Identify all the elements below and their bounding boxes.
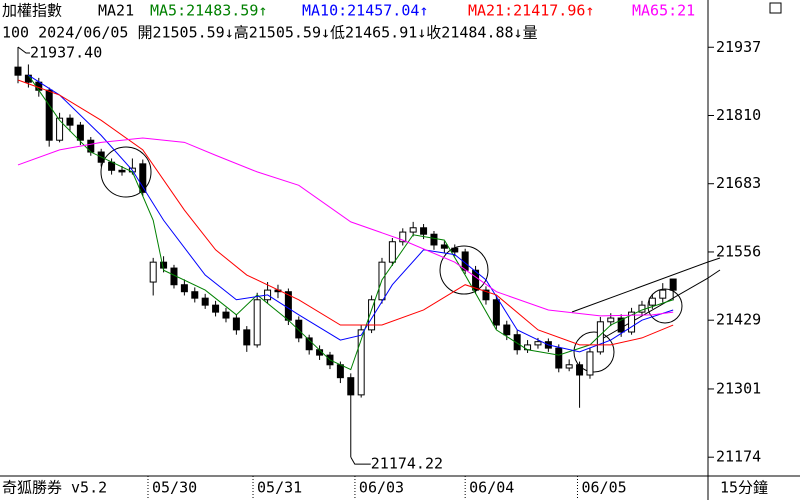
candle-body: [607, 317, 615, 323]
candle-body: [180, 284, 188, 293]
x-tick-label: 05/31: [257, 479, 302, 497]
candle-body: [45, 89, 53, 141]
candle-body: [409, 227, 417, 233]
annotation: 21174.22: [371, 455, 443, 473]
candle-body: [191, 291, 199, 299]
ma-line: [17, 137, 674, 317]
candle-body: [222, 311, 230, 319]
period: 15分鐘: [720, 479, 768, 497]
candle-body: [430, 233, 438, 246]
candle-body: [357, 329, 365, 396]
highlight-circle: [439, 245, 489, 295]
highlight-circle: [573, 331, 615, 373]
candle-body: [160, 261, 168, 269]
candle-body: [669, 278, 677, 291]
candle-body: [472, 269, 480, 291]
y-tick-label: 21556: [716, 242, 761, 260]
candle-body: [440, 244, 448, 249]
candle-body: [565, 364, 573, 369]
y-tick-label: 21429: [716, 311, 761, 329]
plot: [14, 47, 677, 458]
candle-body: [648, 297, 656, 306]
candle-body: [14, 66, 22, 76]
trend-line: [571, 261, 708, 313]
candle-body: [388, 241, 396, 263]
annotation-leader: [17, 46, 30, 54]
candle-body: [586, 351, 594, 376]
candle-body: [596, 321, 604, 353]
y-tick-label: 21174: [716, 448, 761, 466]
trend-line: [707, 257, 721, 263]
y-tick-label: 21683: [716, 174, 761, 192]
trend-line: [707, 269, 721, 279]
candle-body: [347, 377, 355, 396]
y-tick-label: 21301: [716, 379, 761, 397]
candle-body: [253, 299, 261, 346]
indicator-name: MA21: [98, 2, 134, 20]
annotation: 21937.40: [30, 44, 102, 62]
candle-body: [534, 341, 542, 346]
candle-body: [659, 289, 667, 299]
candle-body: [118, 169, 126, 173]
candle-body: [56, 117, 64, 141]
y-tick-label: 21810: [716, 106, 761, 124]
candle-body: [336, 364, 344, 379]
candle-body: [149, 261, 157, 283]
ma-label: MA65:21: [632, 2, 695, 20]
candle-body: [513, 334, 521, 351]
highlight-circle: [100, 146, 152, 198]
ma-label: MA21:21417.96↑: [468, 2, 594, 20]
candle-body: [628, 311, 636, 333]
candle-body: [420, 227, 428, 235]
candle-body: [617, 317, 625, 333]
candle-body: [576, 364, 584, 376]
candle-body: [368, 299, 376, 331]
y-tick-label: 21937: [716, 38, 761, 56]
candle-body: [492, 299, 500, 326]
candle-body: [555, 347, 563, 369]
candle-body: [212, 304, 220, 313]
candle-body: [482, 289, 490, 301]
candle-body: [201, 297, 209, 306]
candle-body: [503, 324, 511, 336]
candle-body: [305, 337, 313, 351]
window-icon[interactable]: [769, 2, 782, 14]
ma-label: MA10:21457.04↑: [302, 2, 428, 20]
annotation-leader: [350, 456, 371, 465]
index-name: 加權指數: [2, 2, 62, 20]
candle-body: [139, 163, 147, 193]
ma-line: [28, 74, 674, 353]
bar-info: 100 2024/06/05 開21505.59↓高21505.59↓低2146…: [2, 24, 538, 42]
candle-body: [243, 329, 251, 346]
candle-body: [232, 317, 240, 331]
candle-body: [524, 344, 532, 351]
candle-body: [76, 124, 84, 141]
candle-body: [295, 319, 303, 339]
x-tick-label: 06/03: [359, 479, 404, 497]
x-tick-label: 05/30: [152, 479, 197, 497]
ma-line: [27, 74, 674, 371]
app-name: 奇狐勝券 v5.2: [2, 479, 107, 497]
candle-body: [451, 247, 459, 253]
x-tick-label: 06/05: [581, 479, 626, 497]
ma-label: MA5:21483.59↑: [150, 2, 267, 20]
candle-body: [66, 117, 74, 126]
x-tick-label: 06/04: [469, 479, 514, 497]
ma-line: [17, 79, 674, 346]
highlight-circle: [647, 288, 683, 324]
candle-body: [399, 231, 407, 243]
